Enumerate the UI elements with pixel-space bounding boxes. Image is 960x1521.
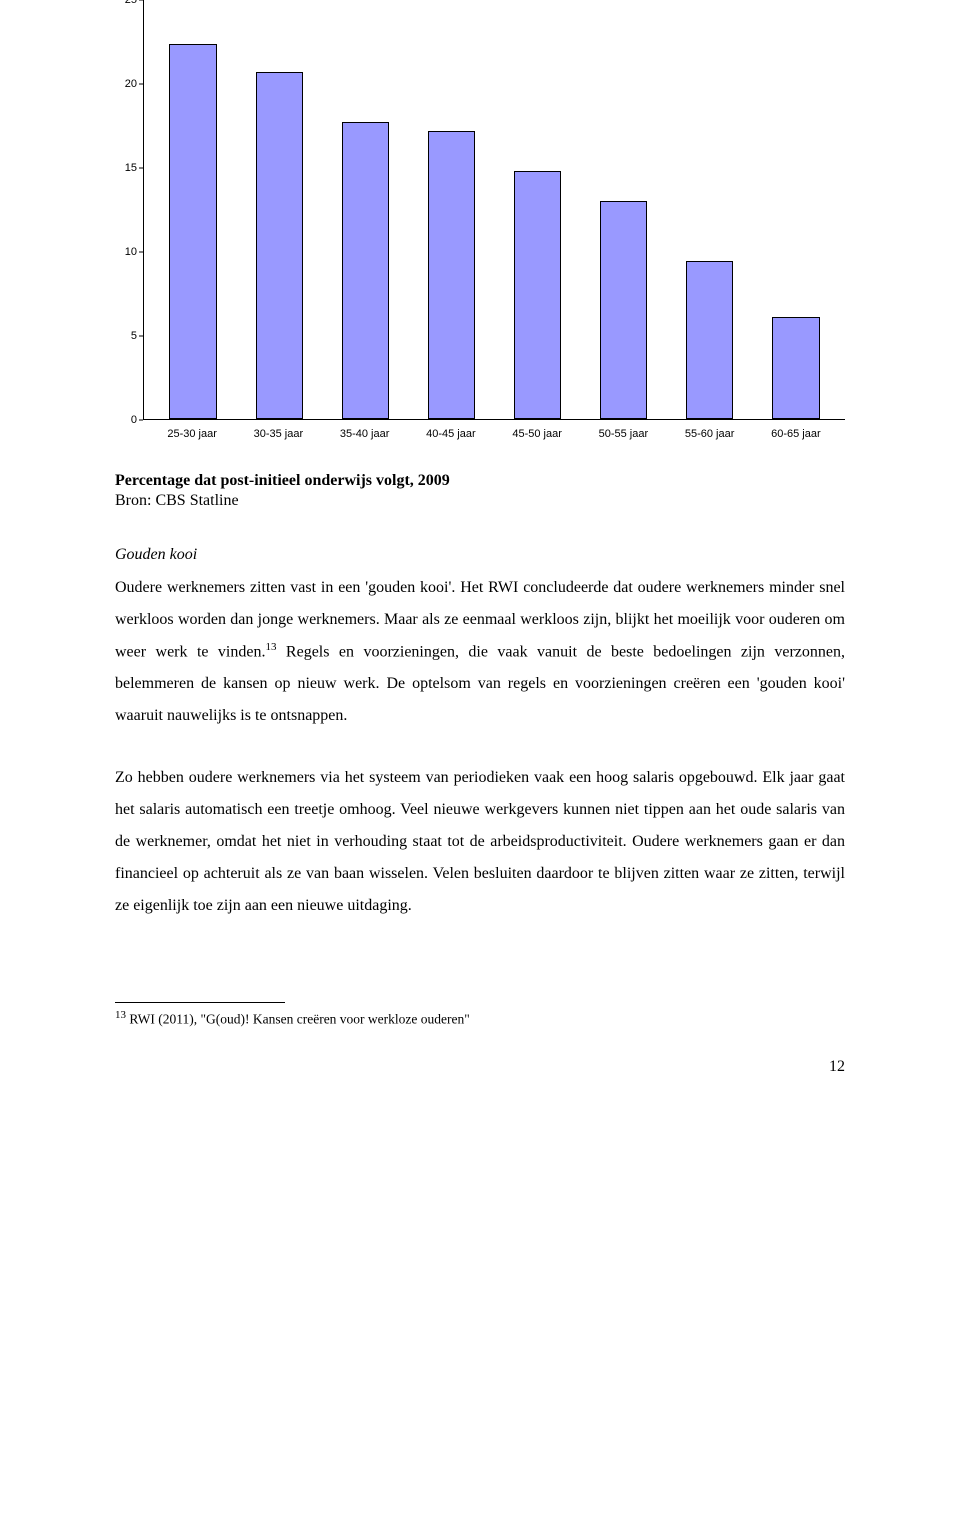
section-heading: Gouden kooi bbox=[115, 546, 845, 564]
footnote-number: 13 bbox=[115, 1009, 126, 1021]
y-axis: 0510152025 bbox=[115, 0, 143, 420]
bar bbox=[169, 44, 216, 419]
footnote-text: RWI (2011), "G(oud)! Kansen creëren voor… bbox=[126, 1012, 470, 1027]
x-tick-label: 30-35 jaar bbox=[235, 420, 321, 460]
bar-slot bbox=[667, 0, 753, 419]
bar-slot bbox=[581, 0, 667, 419]
x-tick-label: 25-30 jaar bbox=[149, 420, 235, 460]
page-number: 12 bbox=[115, 1058, 845, 1076]
body-paragraph-2: Zo hebben oudere werknemers via het syst… bbox=[115, 762, 845, 922]
footnote-separator bbox=[115, 1002, 285, 1003]
x-tick-label: 50-55 jaar bbox=[580, 420, 666, 460]
y-tick-label: 0 bbox=[131, 414, 137, 426]
x-axis-labels: 25-30 jaar30-35 jaar35-40 jaar40-45 jaar… bbox=[143, 420, 845, 460]
bar-chart: 0 5 10 15 20 25 25-30 jaar30-35 jaar35-40 jaa… bbox=[115, 0, 845, 460]
bar-slot bbox=[495, 0, 581, 419]
bar-slot bbox=[150, 0, 236, 419]
x-tick-label: 45-50 jaar bbox=[494, 420, 580, 460]
bar bbox=[428, 131, 475, 419]
bar bbox=[342, 122, 389, 419]
bar bbox=[256, 72, 303, 419]
y-tick-label: 10 bbox=[125, 246, 137, 258]
bar-slot bbox=[753, 0, 839, 419]
x-tick-label: 40-45 jaar bbox=[408, 420, 494, 460]
bar-slot bbox=[322, 0, 408, 419]
bar-slot bbox=[236, 0, 322, 419]
chart-caption: Percentage dat post-initieel onderwijs v… bbox=[115, 472, 845, 490]
x-tick-label: 60-65 jaar bbox=[753, 420, 839, 460]
y-tick-label: 15 bbox=[125, 162, 137, 174]
footnote-ref: 13 bbox=[265, 641, 276, 653]
bar bbox=[600, 201, 647, 419]
x-tick-label: 35-40 jaar bbox=[322, 420, 408, 460]
y-tick-label: 20 bbox=[125, 78, 137, 90]
bar bbox=[514, 171, 561, 419]
body-paragraph-1: Oudere werknemers zitten vast in een 'go… bbox=[115, 572, 845, 732]
bar-slot bbox=[408, 0, 494, 419]
bars-container bbox=[144, 0, 845, 419]
chart-source: Bron: CBS Statline bbox=[115, 492, 845, 510]
x-tick-label: 55-60 jaar bbox=[667, 420, 753, 460]
bar bbox=[772, 317, 819, 419]
footnote: 13 RWI (2011), "G(oud)! Kansen creëren v… bbox=[115, 1009, 845, 1028]
bar bbox=[686, 261, 733, 419]
plot-area bbox=[143, 0, 845, 420]
y-tick-label: 25 bbox=[125, 0, 137, 6]
y-tick-label: 5 bbox=[131, 330, 137, 342]
